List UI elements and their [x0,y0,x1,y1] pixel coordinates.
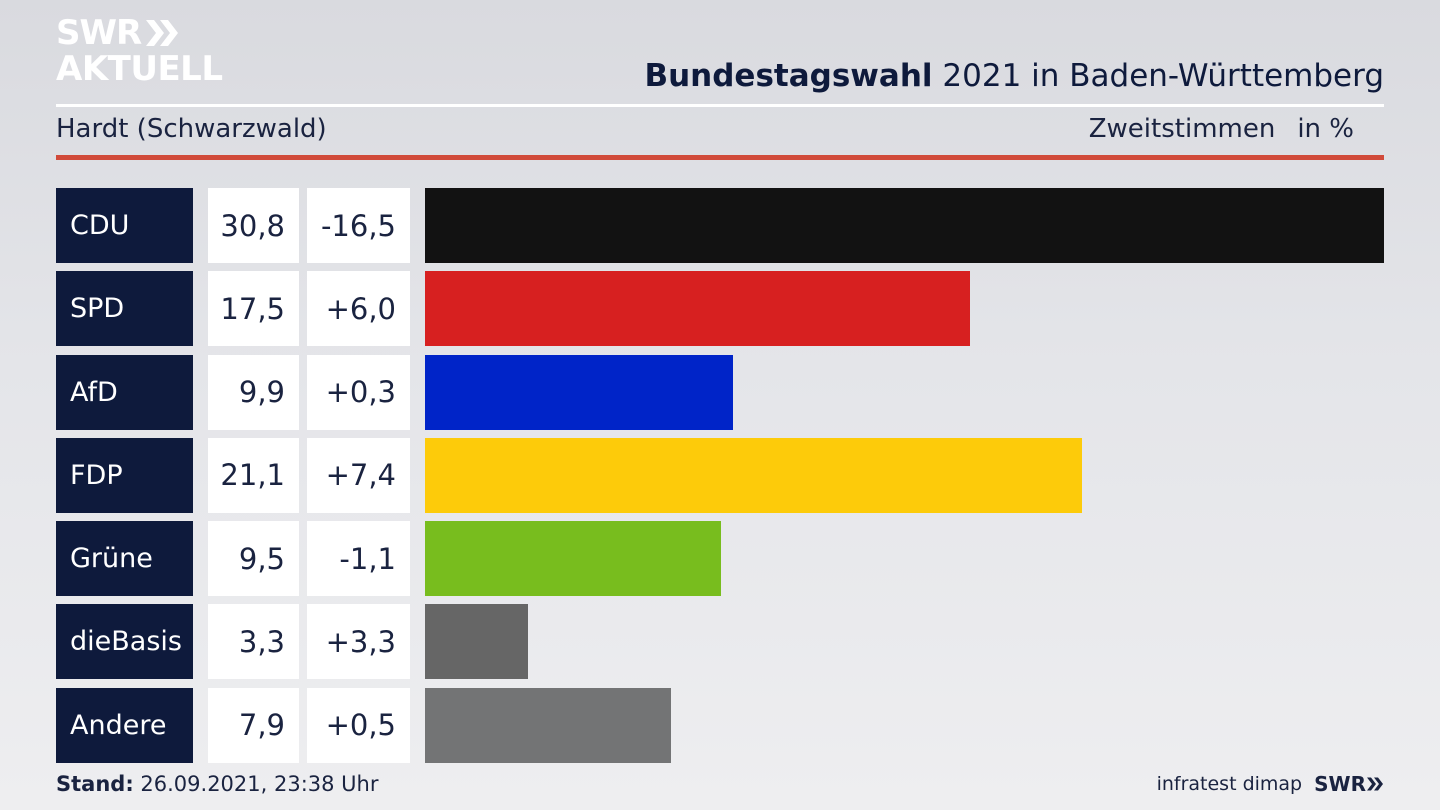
double-chevron-icon [146,20,179,46]
title-rest: 2021 in Baden-Württemberg [932,58,1384,94]
bar-afd [425,354,734,430]
stand-value: 26.09.2021, 23:38 Uhr [133,772,379,796]
bar-fdp [425,437,1082,513]
swr-footer-logo: SWR [1314,772,1384,796]
change-label: +0,3 [307,354,410,430]
double-chevron-icon [1367,777,1383,791]
party-label: AfD [56,354,193,430]
table-row: Andere 7,9 +0,5 [56,687,1384,763]
change-label: -16,5 [307,188,410,263]
table-row: dieBasis 3,3 +3,3 [56,604,1384,680]
measure-text: Zweitstimmen [1088,114,1276,144]
party-label: SPD [56,271,193,347]
footer-credits: infratest dimap SWR [1157,772,1384,796]
value-label: 17,5 [208,271,299,347]
party-label: FDP [56,437,193,513]
party-label: CDU [56,188,193,263]
region-label: Hardt (Schwarzwald) [56,114,327,144]
bar-cdu [425,188,1384,263]
source-label: infratest dimap [1156,773,1303,795]
timestamp: Stand: 26.09.2021, 23:38 Uhr [56,772,379,796]
table-row: CDU 30,8 -16,5 [56,188,1384,263]
change-label: +3,3 [307,604,410,680]
party-label: dieBasis [56,604,193,680]
header-divider [56,104,1384,107]
table-row: FDP 21,1 +7,4 [56,437,1384,513]
bar-grüne [425,521,721,597]
change-label: -1,1 [307,521,410,597]
unit-text: in % [1297,114,1354,144]
change-label: +0,5 [307,687,410,763]
bar-spd [425,271,970,347]
value-label: 3,3 [208,604,299,680]
table-row: Grüne 9,5 -1,1 [56,521,1384,597]
stand-label: Stand: [56,772,134,796]
value-label: 7,9 [208,687,299,763]
party-label: Grüne [56,521,193,597]
results-table: CDU 30,8 -16,5 SPD 17,5 +6,0 AfD 9,9 +0,3 FDP 21,1… [56,188,1384,771]
table-row: SPD 17,5 +6,0 [56,271,1384,347]
accent-divider [56,155,1384,160]
measure-label: Zweitstimmen in % [1089,114,1354,144]
value-label: 30,8 [208,188,299,263]
table-row: AfD 9,9 +0,3 [56,354,1384,430]
swr-aktuell-logo: SWR AKTUELL [56,13,223,89]
party-label: Andere [56,687,193,763]
title-bold: Bundestagswahl [644,58,933,94]
value-label: 21,1 [208,437,299,513]
change-label: +7,4 [307,437,410,513]
change-label: +6,0 [307,271,410,347]
bar-diebasis [425,604,528,680]
value-label: 9,9 [208,354,299,430]
bar-andere [425,687,671,763]
chart-title: Bundestagswahl 2021 in Baden-Württemberg [644,58,1384,94]
value-label: 9,5 [208,521,299,597]
